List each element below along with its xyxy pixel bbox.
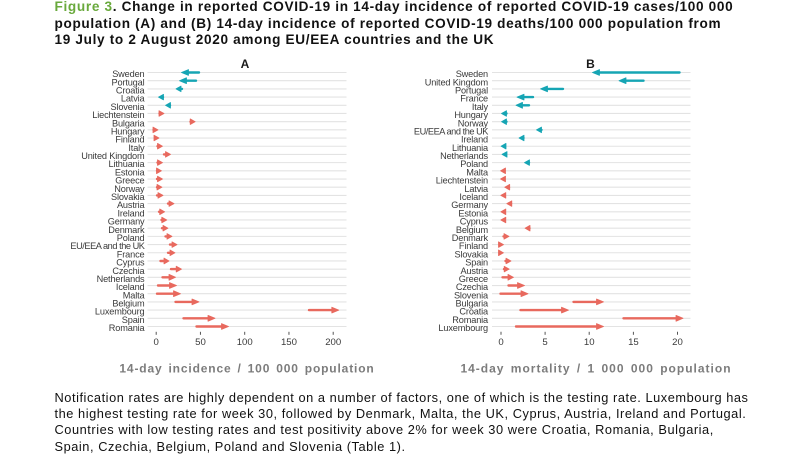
svg-text:Latvia: Latvia — [121, 94, 146, 104]
svg-text:A: A — [241, 57, 250, 71]
svg-text:Greece: Greece — [459, 274, 488, 284]
svg-text:Norway: Norway — [114, 184, 145, 194]
svg-text:Croatia: Croatia — [116, 85, 146, 95]
svg-text:Lithuania: Lithuania — [452, 143, 489, 153]
svg-text:Sweden: Sweden — [112, 69, 144, 79]
svg-text:Hungary: Hungary — [454, 110, 488, 120]
svg-text:Luxembourg: Luxembourg — [438, 323, 488, 333]
svg-text:Italy: Italy — [472, 102, 489, 112]
svg-text:Ireland: Ireland — [461, 135, 488, 145]
svg-text:Finland: Finland — [115, 135, 144, 145]
svg-text:Bulgaria: Bulgaria — [455, 299, 489, 309]
svg-text:Greece: Greece — [115, 176, 144, 186]
svg-text:B: B — [586, 57, 595, 71]
svg-text:United Kingdom: United Kingdom — [81, 151, 145, 161]
svg-text:Estonia: Estonia — [115, 167, 146, 177]
svg-text:Netherlands: Netherlands — [440, 151, 488, 161]
svg-text:Latvia: Latvia — [464, 184, 489, 194]
svg-text:Slovakia: Slovakia — [454, 249, 489, 259]
svg-text:Austria: Austria — [460, 266, 489, 276]
svg-text:Spain: Spain — [465, 258, 488, 268]
svg-text:20: 20 — [672, 337, 683, 348]
svg-text:Lithuania: Lithuania — [109, 159, 146, 169]
svg-text:Malta: Malta — [123, 290, 146, 300]
svg-text:Romania: Romania — [109, 323, 146, 333]
svg-text:Iceland: Iceland — [459, 192, 488, 202]
svg-text:Finland: Finland — [459, 241, 488, 251]
svg-text:14-day mortality / 1 000 000 p: 14-day mortality / 1 000 000 population — [460, 361, 731, 375]
svg-text:Czechia: Czechia — [112, 266, 145, 276]
svg-text:Liechtenstein: Liechtenstein — [436, 176, 488, 186]
svg-text:France: France — [460, 94, 488, 104]
svg-text:Cyprus: Cyprus — [116, 258, 145, 268]
svg-text:Slovenia: Slovenia — [454, 290, 489, 300]
svg-text:United Kingdom: United Kingdom — [425, 77, 489, 87]
svg-text:200: 200 — [325, 337, 341, 348]
svg-text:15: 15 — [628, 337, 639, 348]
svg-text:Croatia: Croatia — [459, 307, 489, 317]
svg-text:Germany: Germany — [108, 217, 145, 227]
svg-text:0: 0 — [154, 337, 159, 348]
svg-text:Hungary: Hungary — [111, 126, 145, 136]
svg-text:150: 150 — [281, 337, 297, 348]
svg-text:Germany: Germany — [451, 200, 488, 210]
svg-text:Portugal: Portugal — [455, 85, 488, 95]
svg-text:Slovakia: Slovakia — [111, 192, 146, 202]
svg-text:14-day incidence / 100 000 pop: 14-day incidence / 100 000 population — [119, 361, 374, 375]
svg-text:Denmark: Denmark — [108, 225, 145, 235]
svg-text:EU/EEA and the UK: EU/EEA and the UK — [70, 241, 145, 251]
svg-text:Estonia: Estonia — [458, 208, 489, 218]
svg-text:50: 50 — [195, 337, 206, 348]
svg-text:Belgium: Belgium — [456, 225, 489, 235]
svg-text:Ireland: Ireland — [117, 208, 144, 218]
svg-text:Malta: Malta — [466, 167, 489, 177]
svg-text:Poland: Poland — [460, 159, 488, 169]
svg-text:EU/EEA and the UK: EU/EEA and the UK — [414, 126, 489, 136]
svg-text:Romania: Romania — [452, 315, 489, 325]
svg-text:5: 5 — [542, 337, 547, 348]
svg-text:Belgium: Belgium — [112, 299, 145, 309]
svg-text:0: 0 — [498, 337, 503, 348]
svg-text:10: 10 — [584, 337, 595, 348]
svg-text:Poland: Poland — [117, 233, 145, 243]
svg-text:Austria: Austria — [117, 200, 146, 210]
svg-text:Czechia: Czechia — [456, 282, 489, 292]
svg-text:Sweden: Sweden — [456, 69, 488, 79]
svg-text:100: 100 — [237, 337, 253, 348]
svg-text:Iceland: Iceland — [116, 282, 145, 292]
svg-text:Liechtenstein: Liechtenstein — [92, 110, 144, 120]
svg-text:France: France — [117, 249, 145, 259]
svg-text:Cyprus: Cyprus — [460, 217, 489, 227]
svg-text:Denmark: Denmark — [452, 233, 489, 243]
svg-text:Norway: Norway — [458, 118, 489, 128]
svg-text:Bulgaria: Bulgaria — [112, 118, 146, 128]
svg-text:Portugal: Portugal — [111, 77, 144, 87]
svg-text:Luxembourg: Luxembourg — [95, 307, 145, 317]
svg-text:Spain: Spain — [122, 315, 145, 325]
svg-text:Netherlands: Netherlands — [97, 274, 145, 284]
svg-text:Italy: Italy — [128, 143, 145, 153]
svg-text:Slovenia: Slovenia — [110, 102, 145, 112]
